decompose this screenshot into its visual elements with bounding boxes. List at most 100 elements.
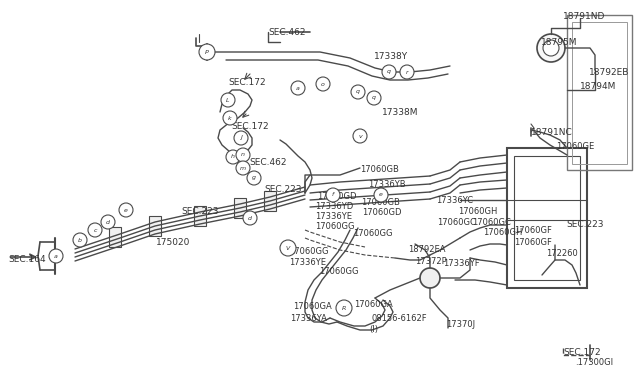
Text: 17060GF: 17060GF [514, 238, 552, 247]
Text: 18792EA: 18792EA [408, 245, 445, 254]
Circle shape [291, 81, 305, 95]
Text: n: n [241, 153, 245, 157]
Text: h: h [231, 154, 235, 160]
Bar [149, 216, 161, 236]
Text: 18791NC: 18791NC [531, 128, 573, 137]
Text: 17338M: 17338M [382, 108, 419, 117]
Text: SEC.172: SEC.172 [228, 78, 266, 87]
Circle shape [119, 203, 133, 217]
Text: v: v [358, 134, 362, 138]
Circle shape [280, 240, 296, 256]
Circle shape [351, 85, 365, 99]
Circle shape [221, 93, 235, 107]
Circle shape [420, 268, 440, 288]
Text: q: q [387, 70, 391, 74]
Text: 17060GG: 17060GG [289, 247, 328, 256]
Circle shape [316, 77, 330, 91]
Text: e: e [379, 192, 383, 198]
Text: 17060GG: 17060GG [353, 229, 392, 238]
Bar [572, 22, 627, 164]
Text: b: b [78, 237, 82, 243]
Text: d: d [248, 215, 252, 221]
Text: .17300GI: .17300GI [575, 358, 613, 367]
Circle shape [223, 111, 237, 125]
Circle shape [49, 249, 63, 263]
Circle shape [234, 131, 248, 145]
Text: d: d [106, 219, 110, 224]
Text: P: P [205, 49, 209, 55]
Text: q: q [356, 90, 360, 94]
Text: g: g [252, 176, 256, 180]
Text: 17336YB: 17336YB [368, 180, 406, 189]
Text: 17060GG: 17060GG [319, 267, 358, 276]
Text: 17060GD: 17060GD [362, 208, 401, 217]
Text: r: r [406, 70, 408, 74]
Bar [234, 198, 246, 218]
Bar [109, 227, 121, 247]
Text: 17060GD: 17060GD [317, 192, 356, 201]
Text: 17336YD: 17336YD [315, 202, 353, 211]
Text: L: L [227, 97, 230, 103]
Circle shape [236, 148, 250, 162]
Text: SEC.172: SEC.172 [231, 122, 269, 131]
Text: k: k [228, 115, 232, 121]
Circle shape [101, 215, 115, 229]
Circle shape [243, 211, 257, 225]
Text: 17060GH: 17060GH [458, 207, 497, 216]
Circle shape [374, 188, 388, 202]
Text: 17336YC: 17336YC [436, 196, 473, 205]
Text: 17336YE: 17336YE [289, 258, 326, 267]
Circle shape [88, 223, 102, 237]
Circle shape [400, 65, 414, 79]
Circle shape [199, 44, 215, 60]
Text: 17060GA: 17060GA [293, 302, 332, 311]
Circle shape [543, 40, 559, 56]
Text: 17370J: 17370J [446, 320, 475, 329]
Text: q: q [372, 96, 376, 100]
Circle shape [367, 91, 381, 105]
Text: R: R [342, 305, 346, 311]
Text: (I): (I) [369, 325, 378, 334]
Text: 17060GC: 17060GC [472, 218, 511, 227]
Text: 17338Y: 17338Y [374, 52, 408, 61]
Text: 172260: 172260 [546, 249, 578, 258]
Bar [264, 191, 276, 211]
Text: 18795M: 18795M [541, 38, 577, 47]
Circle shape [382, 65, 396, 79]
Circle shape [226, 150, 240, 164]
Text: J: J [240, 135, 242, 141]
Text: c: c [93, 228, 97, 232]
Text: SEC.164: SEC.164 [8, 255, 45, 264]
Text: a: a [54, 253, 58, 259]
Text: SEC.223: SEC.223 [566, 220, 604, 229]
Text: 17060GE: 17060GE [556, 142, 595, 151]
Text: 17060GC: 17060GC [437, 218, 476, 227]
Text: 18791ND: 18791ND [563, 12, 605, 21]
Circle shape [537, 34, 565, 62]
Text: f: f [332, 192, 334, 198]
Text: SEC.462: SEC.462 [249, 158, 287, 167]
Text: SEC.462: SEC.462 [268, 28, 305, 37]
Text: 17372P: 17372P [415, 257, 447, 266]
Circle shape [336, 300, 352, 316]
Text: a: a [296, 86, 300, 90]
Text: 175020: 175020 [156, 238, 190, 247]
Text: SEC.223: SEC.223 [181, 207, 218, 216]
Text: m: m [240, 166, 246, 170]
Text: e: e [124, 208, 128, 212]
Text: 17336YF: 17336YF [443, 259, 479, 268]
Bar [514, 156, 580, 280]
Circle shape [326, 188, 340, 202]
Text: SEC.172: SEC.172 [563, 348, 600, 357]
Text: 17060GH: 17060GH [483, 228, 522, 237]
Text: 17060GB: 17060GB [361, 198, 400, 207]
Text: 18792EB: 18792EB [589, 68, 629, 77]
Text: 17060GF: 17060GF [514, 226, 552, 235]
Text: o: o [321, 81, 325, 87]
Circle shape [353, 129, 367, 143]
Bar [507, 148, 587, 288]
Text: 17060GG: 17060GG [315, 222, 355, 231]
Text: 18794M: 18794M [580, 82, 616, 91]
Text: 08156-6162F: 08156-6162F [372, 314, 428, 323]
Bar [567, 15, 632, 170]
